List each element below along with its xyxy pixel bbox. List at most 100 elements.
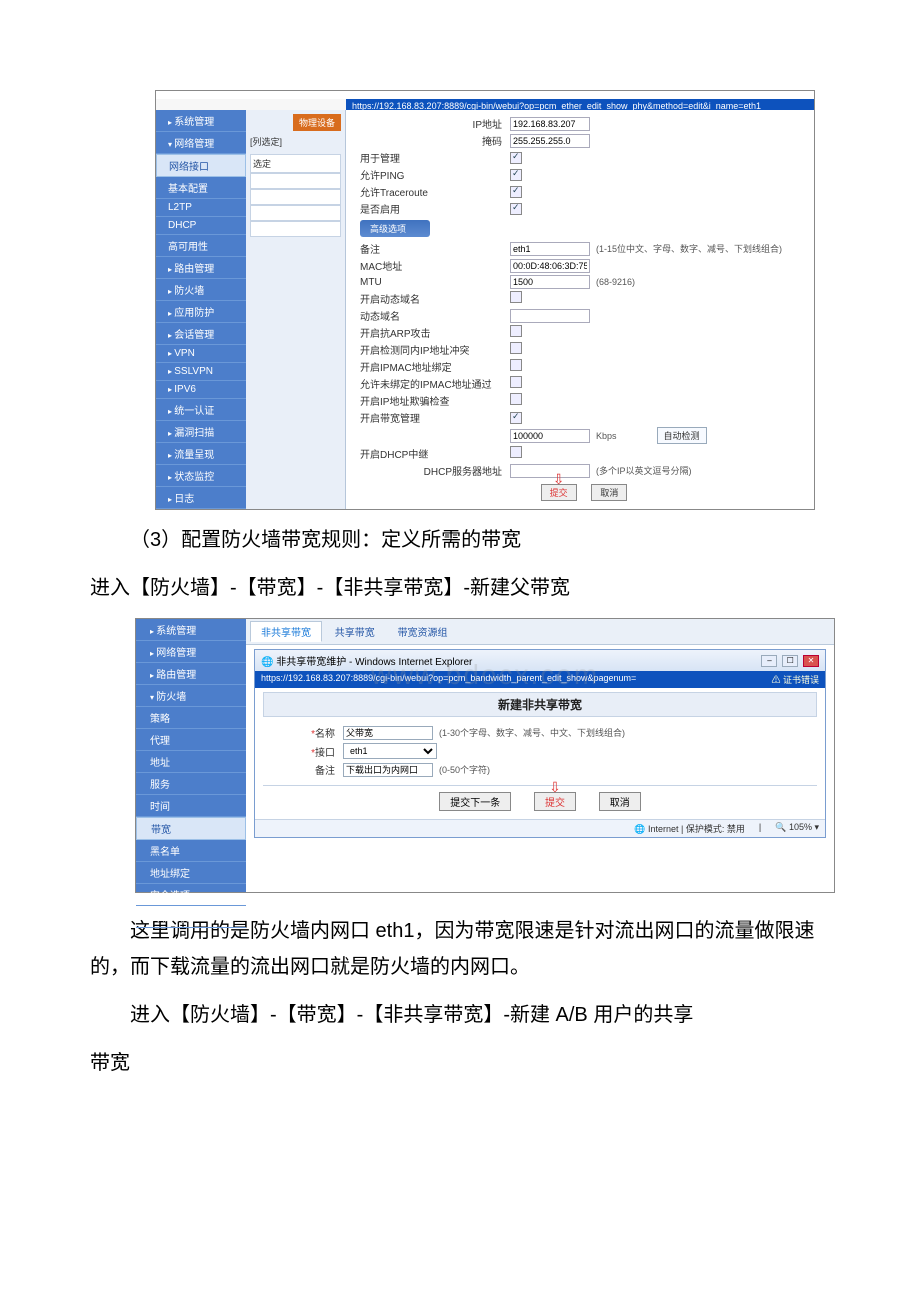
tab-shared[interactable]: 共享带宽: [325, 622, 385, 641]
nav-item[interactable]: 网络管理: [156, 132, 246, 154]
submit2-button[interactable]: 提交: [534, 792, 576, 811]
nav-item[interactable]: VPN: [156, 345, 246, 363]
max-icon[interactable]: ☐: [782, 655, 798, 667]
name-hint: (1-30个字母、数字、减号、中文、下划线组合): [439, 726, 625, 739]
cancel-button[interactable]: 取消: [591, 484, 627, 501]
submit-button[interactable]: 提交: [541, 484, 577, 501]
nav-item[interactable]: 地址绑定: [136, 862, 246, 884]
ipmac-label: 开启IPMAC地址绑定: [360, 359, 510, 374]
nav-item[interactable]: 防火墙: [136, 685, 246, 707]
ip-input[interactable]: [510, 117, 590, 131]
nav-item[interactable]: L2TP: [156, 199, 246, 217]
if-label: 接口: [315, 748, 335, 759]
nav-item[interactable]: DHCP: [156, 217, 246, 235]
dynname-label: 动态域名: [360, 308, 510, 323]
mid-column: 物理设备 [列选定] 选定: [246, 110, 346, 509]
mac-label: MAC地址: [360, 258, 510, 273]
ipdup-check[interactable]: [510, 342, 522, 354]
form-heading: 新建非共享带宽: [263, 692, 817, 717]
ping-check[interactable]: [510, 169, 522, 181]
remark-label: 备注: [360, 241, 510, 256]
nav-item[interactable]: 高可用性: [156, 235, 246, 257]
nav-item[interactable]: 代理: [136, 729, 246, 751]
ping-label: 允许PING: [360, 167, 510, 182]
nav-item[interactable]: 服务: [136, 773, 246, 795]
enable-label: 是否启用: [360, 201, 510, 216]
ipmac-check[interactable]: [510, 359, 522, 371]
window-title: 🌐 非共享带宽维护 - Windows Internet Explorer: [261, 653, 472, 668]
nav-item[interactable]: 漏洞扫描: [156, 421, 246, 443]
dyn-check[interactable]: [510, 291, 522, 303]
enable-check[interactable]: [510, 203, 522, 215]
dynname-input[interactable]: [510, 309, 590, 323]
nav-item[interactable]: 路由管理: [136, 663, 246, 685]
nav-item[interactable]: 防火墙: [156, 279, 246, 301]
nav-item[interactable]: 路由管理: [156, 257, 246, 279]
nav-item[interactable]: 网络管理: [136, 641, 246, 663]
remark2-hint: (0-50个字符): [439, 763, 490, 776]
nav-item[interactable]: 应用防护: [156, 301, 246, 323]
nav-item[interactable]: 日志: [156, 487, 246, 509]
name-label: 名称: [315, 729, 335, 740]
mgmt-label: 用于管理: [360, 150, 510, 165]
dhcprelay-check[interactable]: [510, 446, 522, 458]
nav-item[interactable]: 系统管理: [156, 110, 246, 132]
nav-item[interactable]: 黑名单: [136, 840, 246, 862]
dhcpaddr-hint: (多个IP以英文逗号分隔): [596, 464, 692, 477]
mid-row[interactable]: [250, 173, 341, 189]
arp-check[interactable]: [510, 325, 522, 337]
if-select[interactable]: eth1: [343, 743, 437, 759]
dyn-label: 开启动态域名: [360, 291, 510, 306]
mid-row[interactable]: [250, 189, 341, 205]
nav-item[interactable]: 网络接口: [156, 154, 246, 177]
nav-item[interactable]: 系统管理: [136, 619, 246, 641]
dhcpaddr-label: DHCP服务器地址: [360, 463, 510, 478]
tab-nonshared[interactable]: 非共享带宽: [250, 621, 322, 642]
remark2-label: 备注: [263, 762, 343, 777]
tabs: 非共享带宽 共享带宽 带宽资源组: [246, 619, 834, 645]
mid-head: 选定: [250, 154, 341, 173]
nav-item[interactable]: 基本配置: [156, 177, 246, 199]
nav-item[interactable]: 时间: [136, 795, 246, 817]
nav-item[interactable]: 安全选项: [136, 884, 246, 906]
bw-input[interactable]: [510, 429, 590, 443]
bw-label: 开启带宽管理: [360, 410, 510, 425]
mask-input[interactable]: [510, 134, 590, 148]
bw-check[interactable]: [510, 412, 522, 424]
mask-label: 掩码: [360, 133, 510, 148]
close-icon[interactable]: ✕: [803, 655, 819, 667]
nav-item[interactable]: 会话管理: [156, 323, 246, 345]
cert-error[interactable]: ⚠ 证书错误: [771, 673, 819, 686]
mid-row[interactable]: [250, 205, 341, 221]
auto-detect-button[interactable]: 自动检测: [657, 427, 707, 444]
nav-item[interactable]: 策略: [136, 707, 246, 729]
screenshot-bandwidth-new: www.bdocx.com 系统管理网络管理路由管理防火墙策略代理地址服务时间带…: [135, 618, 835, 893]
remark2-input[interactable]: [343, 763, 433, 777]
nav-item[interactable]: IPV6: [156, 381, 246, 399]
nav-item[interactable]: 状态监控: [156, 465, 246, 487]
trace-check[interactable]: [510, 186, 522, 198]
min-icon[interactable]: –: [761, 655, 777, 667]
nav-item[interactable]: 带宽: [136, 817, 246, 840]
nav-item[interactable]: 地址: [136, 751, 246, 773]
mtu-hint: (68-9216): [596, 277, 635, 287]
tab-bwgroup[interactable]: 带宽资源组: [388, 622, 458, 641]
ipmacpass-check[interactable]: [510, 376, 522, 388]
nav-item[interactable]: 负载均衡: [136, 906, 246, 928]
cancel2-button[interactable]: 取消: [599, 792, 641, 811]
mac-input[interactable]: [510, 259, 590, 273]
name-input[interactable]: [343, 726, 433, 740]
remark-input[interactable]: [510, 242, 590, 256]
mgmt-check[interactable]: [510, 152, 522, 164]
dhcpaddr-input[interactable]: [510, 464, 590, 478]
mid-row[interactable]: [250, 221, 341, 237]
left-nav-2: 系统管理网络管理路由管理防火墙策略代理地址服务时间带宽黑名单地址绑定安全选项负载…: [136, 619, 246, 892]
trace-label: 允许Traceroute: [360, 184, 510, 199]
mtu-input[interactable]: [510, 275, 590, 289]
ipcheat-check[interactable]: [510, 393, 522, 405]
nav-item[interactable]: 统一认证: [156, 399, 246, 421]
nav-item[interactable]: 流量呈现: [156, 443, 246, 465]
submit-next-button[interactable]: 提交下一条: [439, 792, 511, 811]
nav-item[interactable]: SSLVPN: [156, 363, 246, 381]
ipdup-label: 开启检测同内IP地址冲突: [360, 342, 510, 357]
